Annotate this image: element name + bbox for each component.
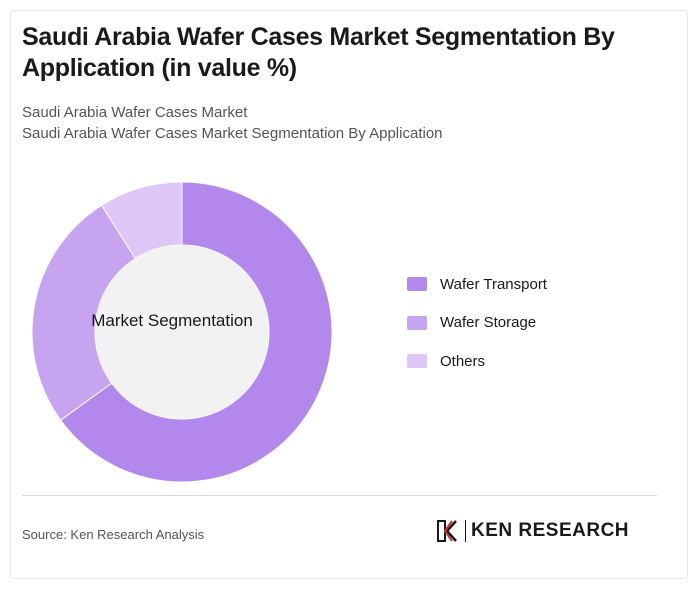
legend-swatch	[407, 315, 427, 330]
ken-research-logo: KEN RESEARCH	[437, 519, 629, 543]
chart-title: Saudi Arabia Wafer Cases Market Segmenta…	[22, 23, 615, 82]
ken-research-logo-icon	[437, 520, 457, 542]
donut-center-label: Market Segmentation	[91, 311, 253, 330]
legend-swatch	[407, 354, 427, 368]
chart-subtitle: Saudi Arabia Wafer Cases Market Saudi Ar…	[22, 102, 443, 144]
legend-label: Wafer Storage	[440, 314, 537, 331]
legend-item: Wafer Transport	[407, 274, 547, 294]
logo-separator	[465, 520, 466, 542]
legend-swatch	[407, 277, 427, 291]
logo-wordmark: KEN RESEARCH	[471, 520, 630, 541]
donut-chart	[31, 181, 333, 483]
source-note: Source: Ken Research Analysis	[22, 527, 205, 542]
legend-label: Others	[440, 352, 486, 370]
legend-label: Wafer Transport	[440, 275, 547, 293]
legend-item: Wafer Storage	[407, 313, 547, 333]
legend-item: Others	[407, 351, 547, 371]
subtitle-line-2: Saudi Arabia Wafer Cases Market Segmenta…	[22, 125, 443, 142]
footer-divider	[22, 495, 657, 496]
donut-hole	[95, 245, 269, 419]
chart-legend: Wafer Transport Wafer Storage Others	[407, 274, 547, 390]
subtitle-line-1: Saudi Arabia Wafer Cases Market	[22, 104, 248, 121]
